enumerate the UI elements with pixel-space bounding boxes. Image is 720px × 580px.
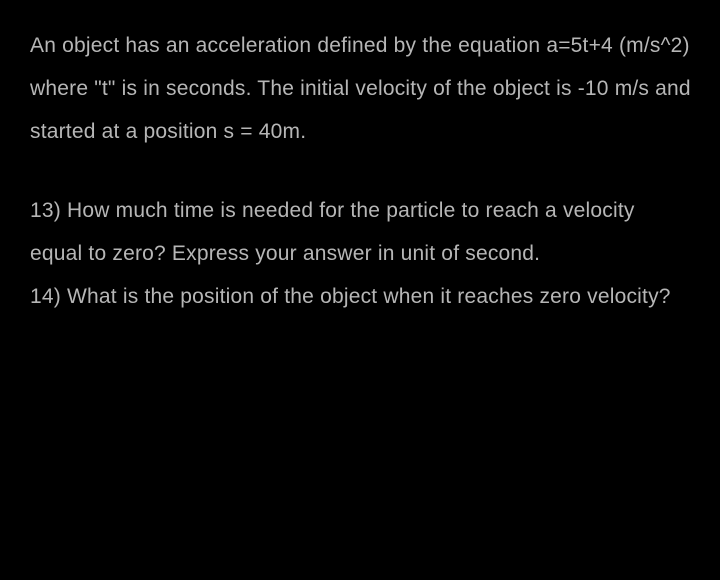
problem-page: An object has an acceleration defined by…	[0, 0, 720, 342]
question-text: What is the position of the object when …	[67, 285, 671, 308]
question-number: 13)	[30, 199, 61, 222]
question-13: 13) How much time is needed for the part…	[30, 189, 692, 275]
problem-statement: An object has an acceleration defined by…	[30, 24, 692, 153]
question-14: 14) What is the position of the object w…	[30, 275, 692, 318]
spacer	[30, 153, 692, 189]
question-text: How much time is needed for the particle…	[30, 199, 635, 265]
question-number: 14)	[30, 285, 61, 308]
